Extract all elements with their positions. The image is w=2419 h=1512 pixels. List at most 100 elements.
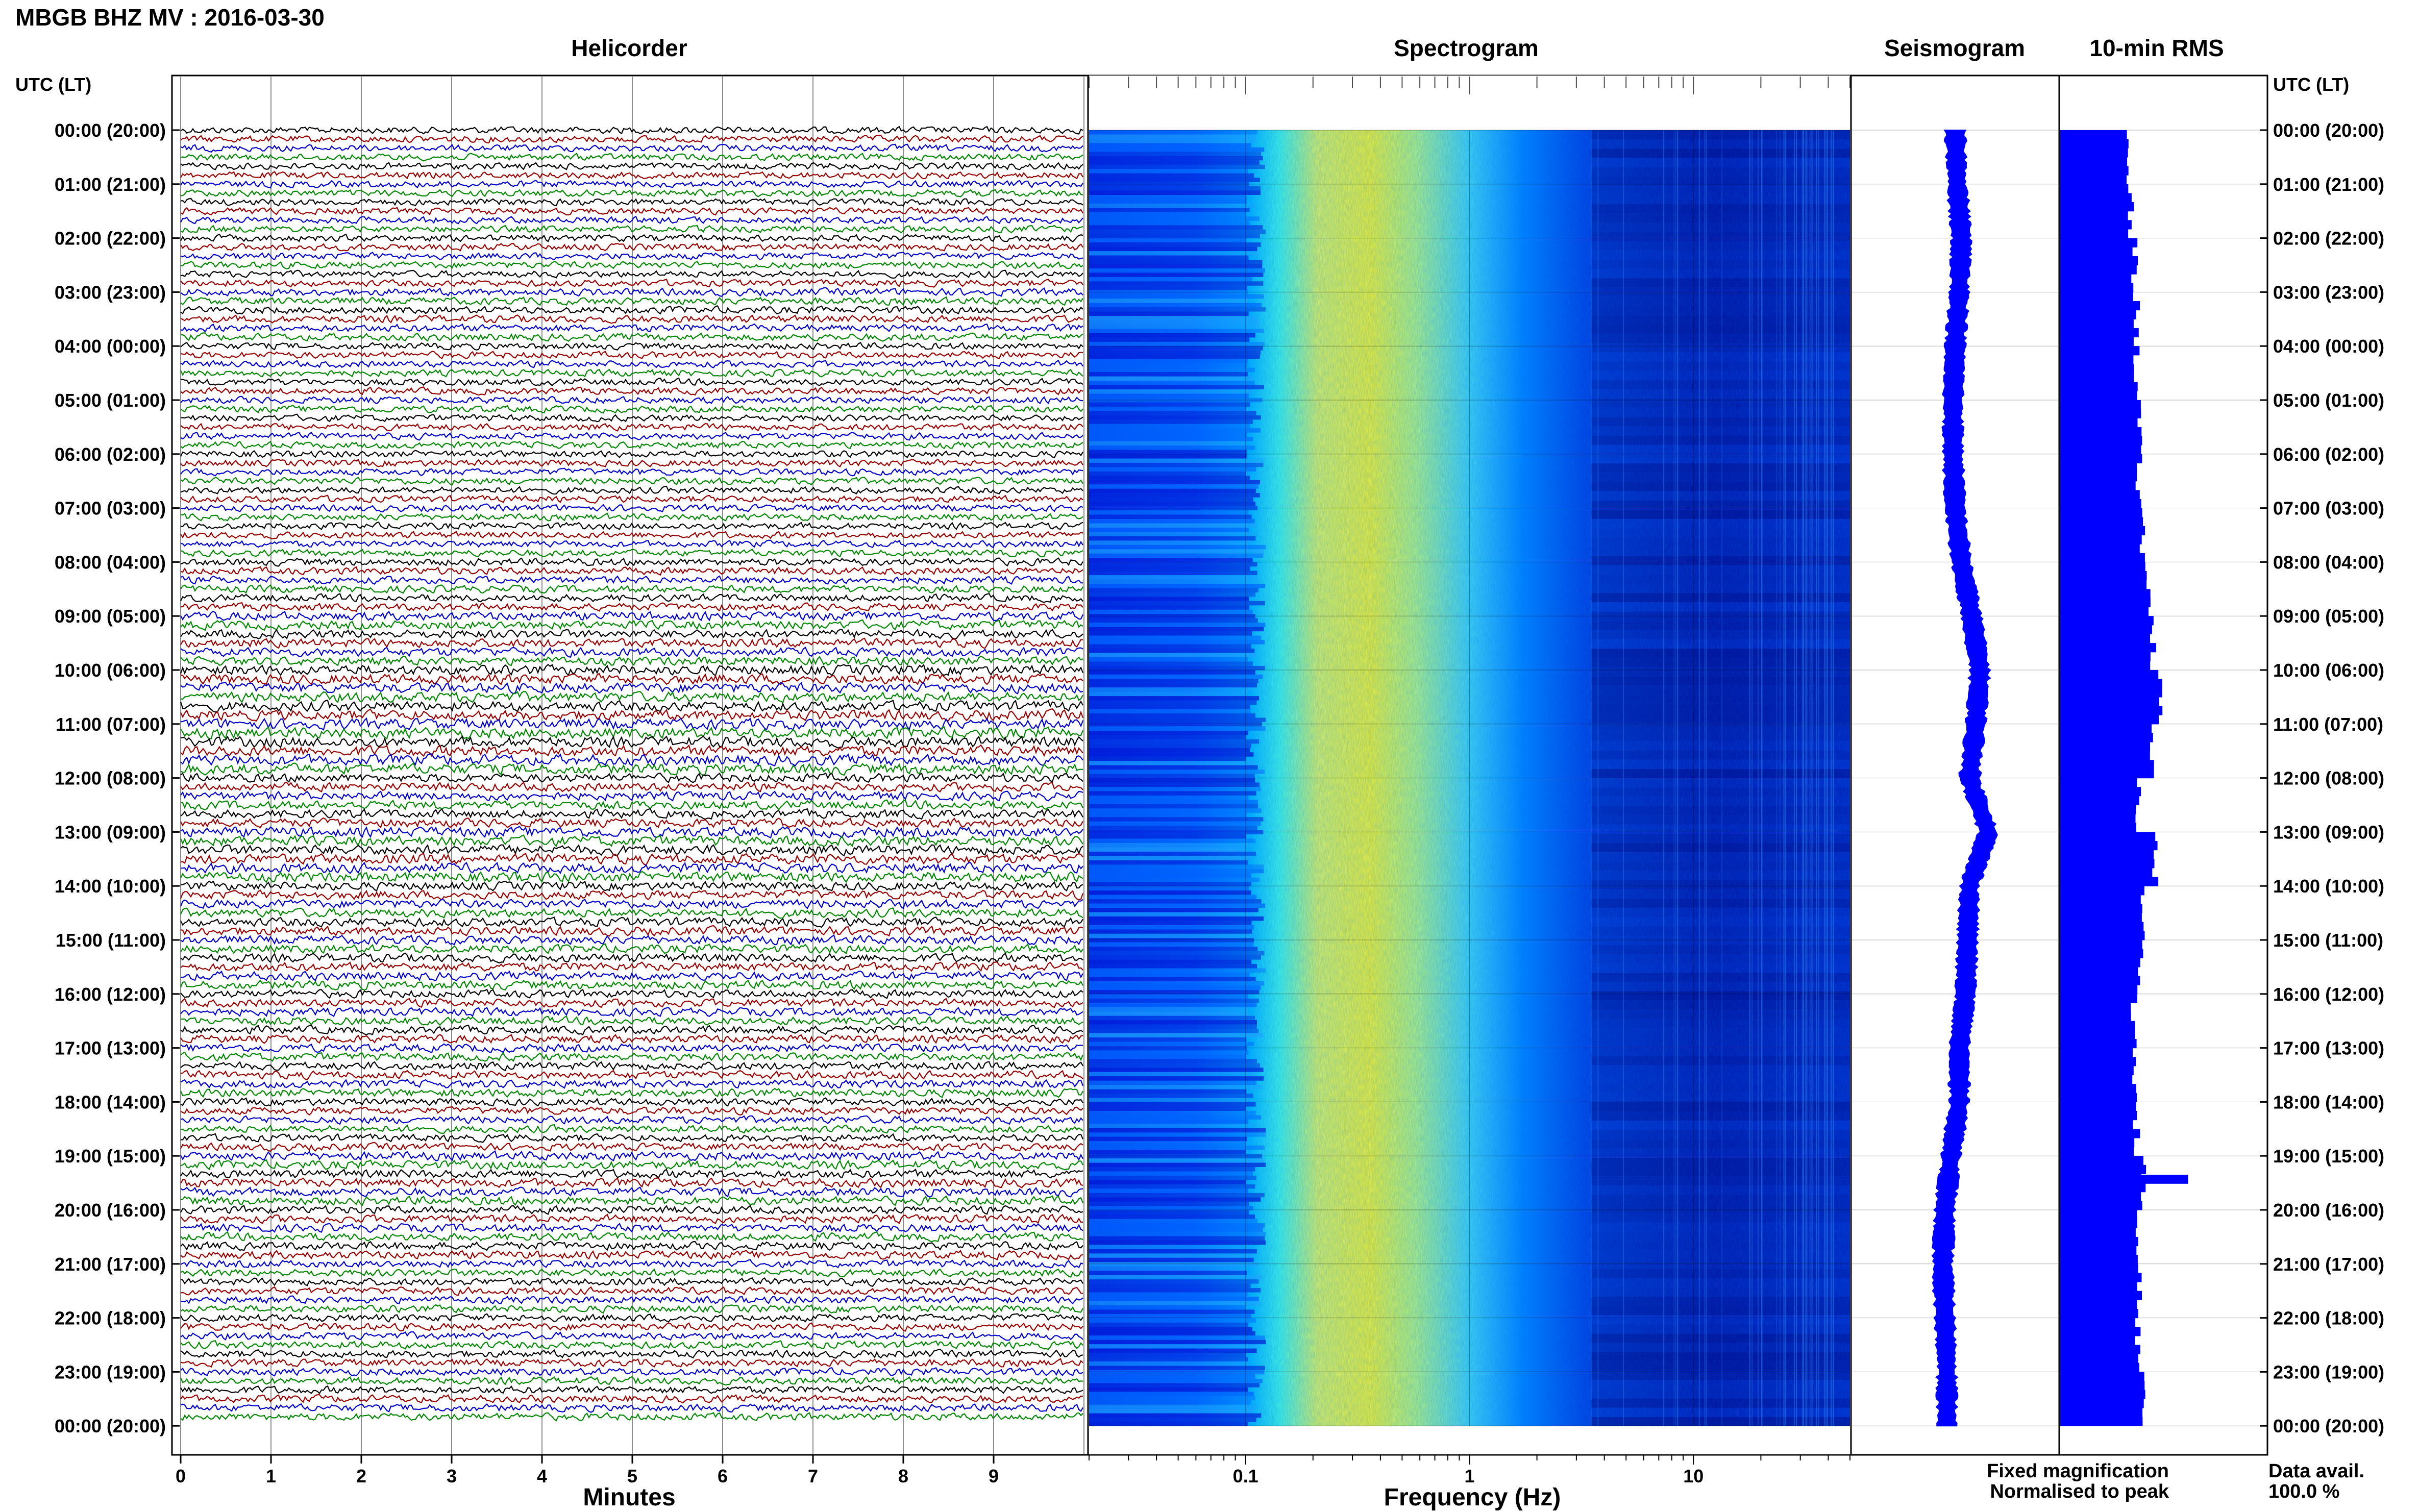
rms-bar — [2060, 922, 2144, 931]
spectrogram-high-band — [1591, 334, 1850, 343]
spectrogram-row-band — [1089, 549, 1264, 554]
spectrogram-high-band — [1591, 1371, 1850, 1380]
rms-bar — [2060, 814, 2136, 824]
rms-bar — [2060, 382, 2138, 391]
spectrogram-row-band — [1089, 817, 1264, 822]
helicorder-trace — [180, 610, 1083, 622]
spectrogram-row-band — [1089, 527, 1249, 532]
spectrogram-high-band — [1591, 139, 1850, 149]
spectrogram-row-band — [1089, 1003, 1257, 1007]
rms-bar — [2060, 643, 2156, 653]
time-label-right: 23:00 (19:00) — [2273, 1361, 2384, 1382]
spectrogram-row-band — [1089, 220, 1250, 226]
spectrogram-row-band — [1089, 713, 1255, 718]
spectrogram-row-band — [1089, 272, 1264, 277]
helicorder-trace — [180, 934, 1083, 946]
helicorder-trace — [180, 531, 1083, 540]
rms-bar — [2060, 1327, 2141, 1336]
time-label-right: 14:00 (10:00) — [2273, 876, 2384, 897]
spectrogram-row-band — [1089, 1361, 1248, 1366]
spectrogram-high-band — [1591, 704, 1850, 713]
spectrogram-row-band — [1089, 566, 1250, 571]
helicorder-trace — [180, 700, 1083, 713]
spectrogram-row-band — [1089, 657, 1248, 662]
spectrogram-high-band — [1591, 778, 1850, 787]
rms-bar — [2060, 337, 2134, 346]
helicorder-trace — [180, 557, 1083, 567]
spectrogram-high-band — [1591, 343, 1850, 353]
rms-bar — [2060, 517, 2143, 527]
spectrogram-row-band — [1089, 597, 1249, 601]
spectrogram-high-band — [1591, 565, 1850, 575]
time-label-left: 18:00 (14:00) — [55, 1092, 166, 1112]
spectrogram-row-band — [1089, 138, 1255, 143]
helicorder-trace — [180, 961, 1083, 972]
spectrogram-row-band — [1089, 160, 1260, 165]
spectrogram-row-band — [1089, 1288, 1261, 1293]
spectrogram-row-band — [1089, 488, 1256, 493]
spectrogram-row-band — [1089, 605, 1250, 610]
spectrogram-row-band — [1089, 1357, 1248, 1361]
helicorder-trace — [180, 834, 1083, 848]
helicorder-trace — [180, 861, 1083, 875]
helicorder-tick-label: 0 — [176, 1466, 186, 1486]
time-label-left: 10:00 (06:00) — [55, 660, 166, 681]
rms-bar — [2060, 1021, 2135, 1030]
helicorder-trace — [180, 1277, 1083, 1287]
spectrogram-row-band — [1089, 195, 1247, 200]
rms-bar — [2060, 580, 2147, 589]
helicorder-trace — [180, 1259, 1083, 1269]
spectrogram-row-band — [1089, 1331, 1255, 1336]
helicorder-trace — [180, 1304, 1083, 1314]
time-label-right: 21:00 (17:00) — [2273, 1254, 2384, 1275]
spectrogram-row-band — [1089, 942, 1254, 947]
spectrogram-row-band — [1089, 432, 1247, 437]
spectrogram-high-band — [1591, 880, 1850, 889]
spectrogram-row-band — [1089, 786, 1262, 791]
spectrogram-row-band — [1089, 536, 1256, 541]
spectrogram-row-band — [1089, 929, 1252, 934]
time-label-right: 00:00 (20:00) — [2273, 1416, 2384, 1436]
rms-bar — [2060, 886, 2144, 896]
time-label-right: 20:00 (16:00) — [2273, 1200, 2384, 1221]
spectrogram-row-band — [1089, 437, 1253, 441]
spectrogram-row-band — [1089, 665, 1265, 671]
spectrogram-row-band — [1089, 445, 1255, 450]
spectrogram-high-band — [1591, 148, 1850, 158]
spectrogram-row-band — [1089, 428, 1261, 433]
helicorder-trace — [180, 162, 1083, 170]
spectrogram-row-band — [1089, 951, 1265, 956]
spectrogram-high-band — [1591, 1065, 1850, 1075]
time-label-right: 05:00 (01:00) — [2273, 390, 2384, 411]
spectrogram-high-band — [1591, 1315, 1850, 1325]
rms-bar — [2060, 1273, 2142, 1282]
helicorder-trace — [180, 1043, 1083, 1054]
rms-bar — [2060, 373, 2134, 383]
spectrogram-row-band — [1089, 1240, 1266, 1245]
spectrogram-row-band — [1089, 989, 1260, 995]
spectrogram-high-band — [1591, 732, 1850, 741]
spectrogram-row-band — [1089, 1378, 1263, 1383]
rms-bar — [2060, 193, 2132, 203]
rms-bar — [2060, 553, 2145, 562]
spectrogram-high-band — [1591, 750, 1850, 760]
rms-bar — [2060, 436, 2142, 445]
spectrogram-row-band — [1089, 303, 1262, 308]
helicorder-traces — [180, 126, 1084, 1422]
spectrogram-row-band — [1089, 774, 1255, 778]
spectrogram-row-band — [1089, 1080, 1257, 1085]
helicorder-trace — [180, 1241, 1083, 1252]
spectrogram-high-band — [1591, 380, 1850, 389]
rms-bar — [2060, 175, 2127, 185]
time-label-left: 17:00 (13:00) — [55, 1038, 166, 1059]
spectrogram-high-band — [1591, 898, 1850, 908]
helicorder-trace — [180, 988, 1083, 999]
spectrogram-high-band — [1591, 649, 1850, 658]
rms-bar — [2060, 1219, 2137, 1228]
helicorder-tick-label: 5 — [627, 1466, 637, 1486]
spectrogram-row-band — [1089, 393, 1249, 398]
helicorder-trace — [180, 323, 1083, 333]
time-label-right: 07:00 (03:00) — [2273, 498, 2384, 519]
spectrogram-row-band — [1089, 514, 1252, 519]
spectrogram-row-band — [1089, 765, 1258, 770]
